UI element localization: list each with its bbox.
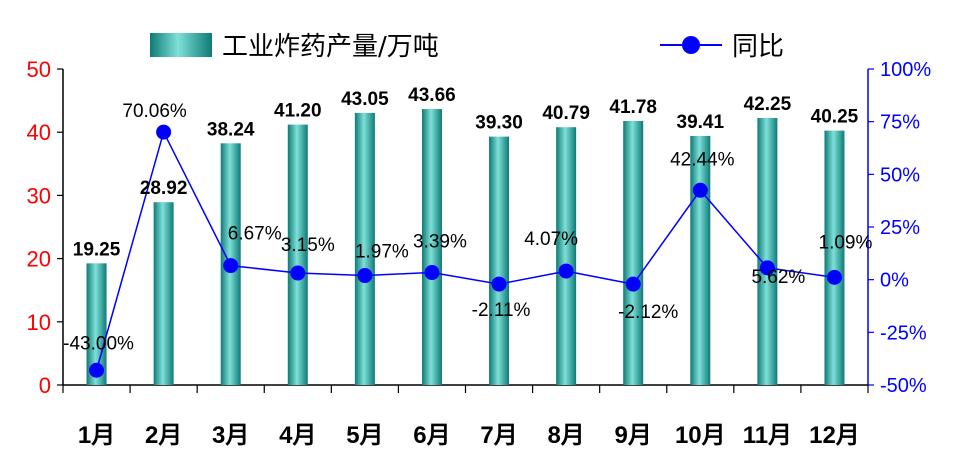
yoy-marker xyxy=(357,268,373,284)
yoy-marker xyxy=(625,276,641,292)
yoy-marker xyxy=(223,258,239,274)
bar-value-label: 39.30 xyxy=(475,113,523,134)
bar-value-label: 40.25 xyxy=(811,107,859,128)
legend-bar-label: 工业炸药产量/万吨 xyxy=(222,32,439,62)
bar xyxy=(153,202,174,385)
yoy-value-label: -2.11% xyxy=(472,300,531,321)
yoy-marker xyxy=(89,362,105,378)
legend-line-marker xyxy=(682,36,700,54)
yoy-value-label: 1.09% xyxy=(819,232,873,253)
yoy-line xyxy=(95,130,835,371)
bar-value-label: 41.20 xyxy=(274,101,322,122)
yoy-marker xyxy=(290,265,306,281)
yoy-marker xyxy=(491,276,507,292)
bar xyxy=(489,136,510,385)
bar-value-label: 38.24 xyxy=(207,119,255,140)
x-tick-label: 9月 xyxy=(615,422,652,449)
bar xyxy=(690,135,711,385)
yoy-marker xyxy=(558,263,574,279)
yoy-value-label: -43.00% xyxy=(63,333,134,354)
left-tick-label: 0 xyxy=(39,373,51,398)
yoy-value-label: 1.97% xyxy=(355,242,409,263)
yoy-marker xyxy=(692,182,708,198)
right-tick-label: 75% xyxy=(880,112,920,134)
yoy-value-label: 5.62% xyxy=(751,267,805,288)
yoy-value-label: 42.44% xyxy=(670,149,735,170)
bar xyxy=(354,112,375,385)
yoy-value-label: 6.67% xyxy=(228,224,282,245)
x-tick-label: 11月 xyxy=(743,422,792,449)
x-tick-label: 3月 xyxy=(212,422,249,449)
bar-value-label: 43.05 xyxy=(341,89,389,110)
bar xyxy=(421,109,442,386)
yoy-marker xyxy=(759,260,775,276)
left-tick-label: 20 xyxy=(27,247,51,272)
bar xyxy=(757,117,778,385)
x-tick-label: 8月 xyxy=(547,422,584,449)
x-tick-label: 2月 xyxy=(145,422,182,449)
bar-value-label: 19.25 xyxy=(73,239,121,260)
left-tick-label: 10 xyxy=(27,310,51,335)
right-tick-label: 50% xyxy=(880,164,920,186)
right-tick-label: -50% xyxy=(880,375,927,397)
bar-value-label: 42.25 xyxy=(744,94,792,115)
bar-value-label: 39.41 xyxy=(677,112,725,133)
bar-value-label: 28.92 xyxy=(140,178,188,199)
line-series xyxy=(89,124,842,378)
legend: 工业炸药产量/万吨 同比 xyxy=(150,32,784,62)
yoy-value-label: 4.07% xyxy=(524,229,578,250)
yoy-value-label: 3.15% xyxy=(281,235,335,256)
right-tick-label: 25% xyxy=(880,217,920,239)
yoy-value-label: 3.39% xyxy=(413,232,467,253)
yoy-value-label: 70.06% xyxy=(122,101,187,122)
x-tick-label: 6月 xyxy=(413,422,450,449)
x-tick-label: 7月 xyxy=(480,422,517,449)
bar-value-label: 43.66 xyxy=(408,85,456,106)
bar xyxy=(287,124,308,385)
right-tick-label: 100% xyxy=(880,59,931,81)
x-tick-label: 1月 xyxy=(78,422,115,449)
yoy-value-label: -2.12% xyxy=(618,302,678,323)
left-tick-label: 50 xyxy=(27,57,51,82)
left-tick-label: 30 xyxy=(27,183,51,208)
bar-value-label: 40.79 xyxy=(542,103,590,124)
x-tick-label: 10月 xyxy=(675,422,726,449)
legend-bar-swatch xyxy=(150,33,212,57)
yoy-marker xyxy=(156,124,172,140)
right-tick-label: 0% xyxy=(880,270,909,292)
x-tick-label: 4月 xyxy=(279,422,316,449)
bar xyxy=(824,130,845,385)
x-tick-label: 12月 xyxy=(809,422,860,449)
axes: 0 10 20 30 40 50 -50% -25% 0% 25% 50% 75% 100% 1月 2月 3月… xyxy=(27,57,932,449)
yoy-marker xyxy=(826,269,842,285)
right-tick-label: -25% xyxy=(880,322,927,344)
x-tick-label: 5月 xyxy=(346,422,383,449)
yoy-marker xyxy=(424,265,440,281)
left-tick-label: 40 xyxy=(27,120,51,145)
bar-series xyxy=(86,109,845,386)
legend-line-label: 同比 xyxy=(732,32,784,62)
bar xyxy=(623,120,644,385)
bar xyxy=(556,127,577,385)
data-labels: 19.25 28.92 38.24 41.20 43.05 43.66 39.30 40.79… xyxy=(63,85,872,354)
bar-value-label: 41.78 xyxy=(609,97,657,118)
